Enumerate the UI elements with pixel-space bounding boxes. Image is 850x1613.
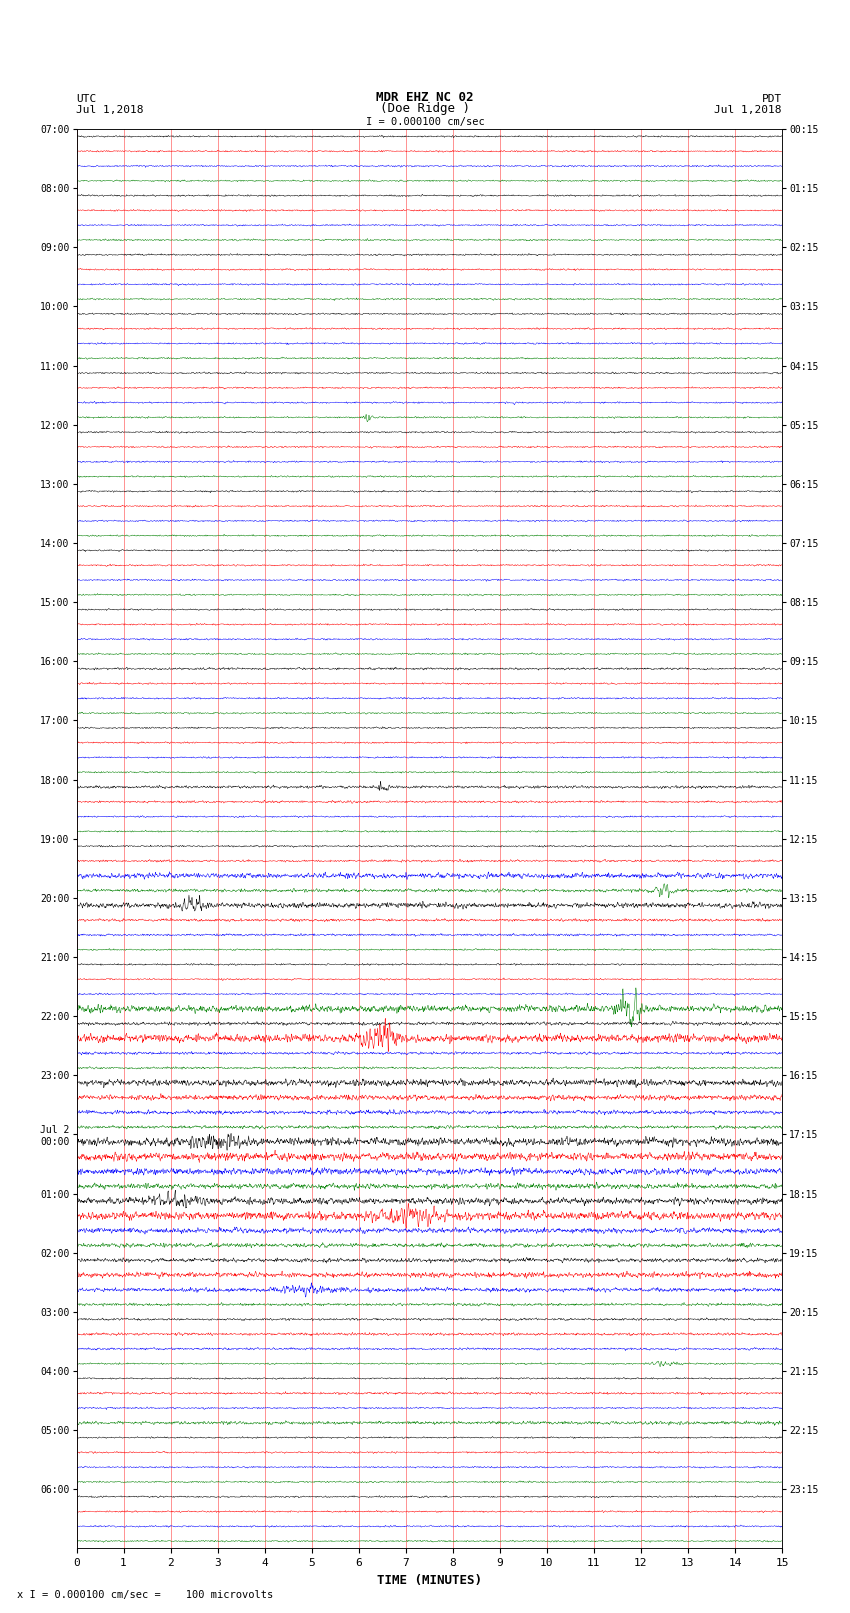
Text: Jul 1,2018: Jul 1,2018 — [715, 105, 782, 116]
Text: I = 0.000100 cm/sec: I = 0.000100 cm/sec — [366, 116, 484, 127]
X-axis label: TIME (MINUTES): TIME (MINUTES) — [377, 1574, 482, 1587]
Text: x I = 0.000100 cm/sec =    100 microvolts: x I = 0.000100 cm/sec = 100 microvolts — [17, 1590, 273, 1600]
Text: UTC: UTC — [76, 94, 97, 105]
Text: (Doe Ridge ): (Doe Ridge ) — [380, 102, 470, 116]
Text: Jul 1,2018: Jul 1,2018 — [76, 105, 144, 116]
Text: MDR EHZ NC 02: MDR EHZ NC 02 — [377, 90, 473, 105]
Text: PDT: PDT — [762, 94, 782, 105]
